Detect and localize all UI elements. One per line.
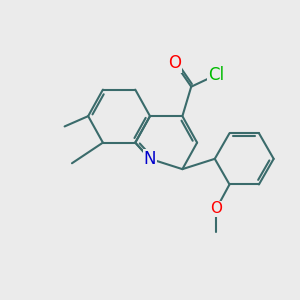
Text: O: O: [210, 201, 222, 216]
Text: N: N: [144, 150, 156, 168]
Text: Cl: Cl: [208, 66, 224, 84]
Text: O: O: [169, 54, 182, 72]
